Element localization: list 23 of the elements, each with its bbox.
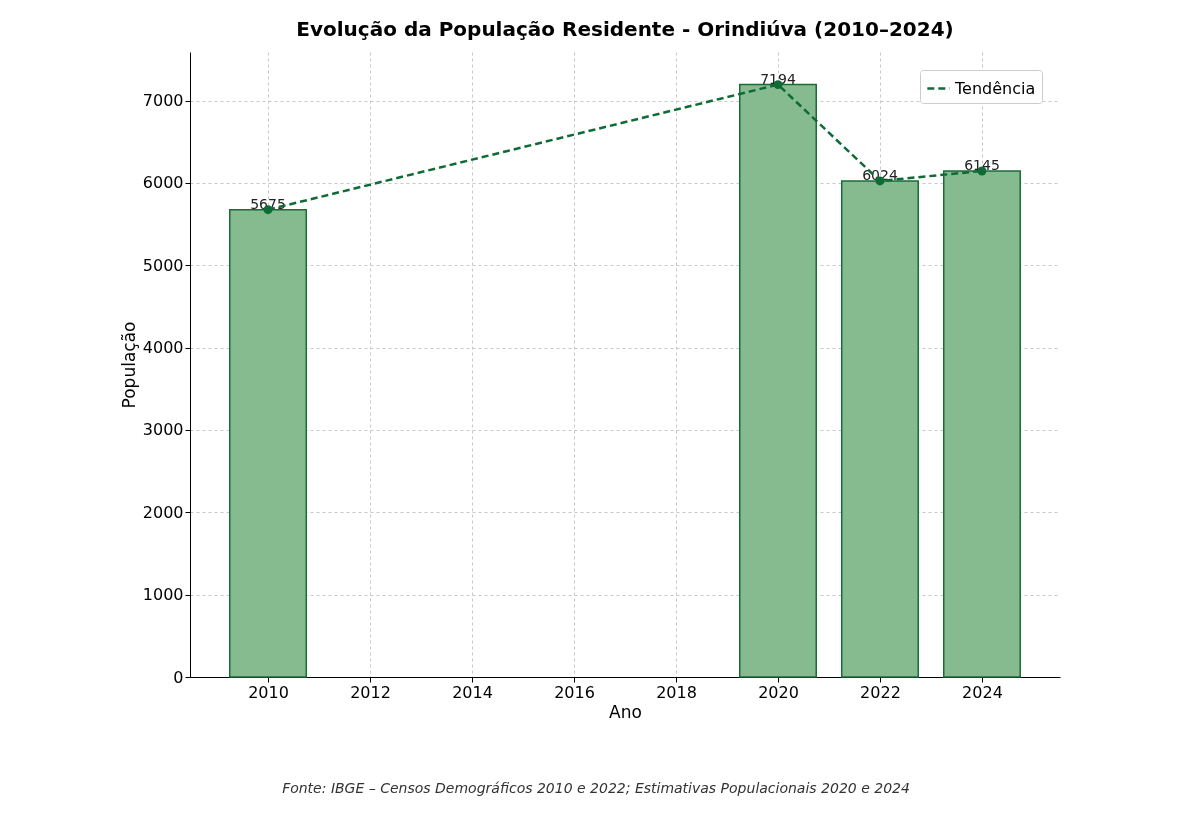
x-tick-label: 2024	[962, 682, 1003, 702]
x-tick-label: 2014	[452, 682, 493, 702]
y-tick-label: 6000	[142, 173, 184, 193]
y-tick-label: 7000	[142, 91, 184, 111]
x-tick-label: 2016	[554, 682, 595, 702]
chart-title: Evolução da População Residente - Orindiúva (2010–2024)	[296, 17, 954, 41]
x-tick-label: 2020	[758, 682, 799, 702]
y-tick-label: 5000	[142, 255, 184, 275]
y-tick-label: 3000	[142, 420, 184, 440]
y-tick-label: 2000	[142, 502, 184, 522]
x-axis-title: Ano	[609, 701, 642, 722]
y-tick-label: 1000	[142, 585, 184, 605]
legend-label: Tendência	[954, 78, 1036, 98]
data-label: 6145	[964, 156, 1000, 173]
x-tick-label: 2022	[860, 682, 901, 702]
x-tick-label: 2018	[656, 682, 697, 702]
source-note: Fonte: IBGE – Censos Demográficos 2010 e 2022; Estimativas Populacionais 2020 e 2024	[281, 780, 911, 796]
x-tick-label: 2012	[350, 682, 391, 702]
y-axis-title: População	[118, 321, 139, 409]
y-tick-label: 4000	[142, 338, 184, 358]
x-tick-label: 2010	[248, 682, 289, 702]
data-label: 7194	[760, 70, 796, 87]
y-tick-label: 0	[173, 667, 184, 687]
